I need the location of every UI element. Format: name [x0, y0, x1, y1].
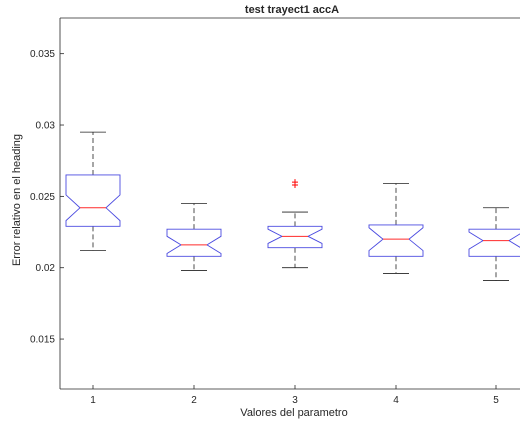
y-tick-label: 0.015 — [30, 335, 55, 346]
y-tick-label: 0.03 — [36, 121, 56, 132]
notched-box — [65, 174, 121, 227]
y-tick-label: 0.02 — [36, 263, 56, 274]
outlier-marker — [292, 179, 298, 186]
notched-box — [368, 224, 424, 257]
x-axis-label: Valores del parametro — [240, 407, 347, 419]
y-tick-label: 0.025 — [30, 192, 55, 203]
y-tick-label: 0.035 — [30, 49, 55, 60]
x-tick-label: 5 — [493, 395, 499, 406]
x-tick-label: 2 — [191, 395, 197, 406]
plot-area: 0.015 0.02 0.025 0.03 0.035 1 2 3 4 5 — [30, 17, 520, 406]
notched-box — [468, 228, 520, 257]
y-axis-label: Error relativo en el heading — [11, 134, 23, 266]
x-tick-label: 3 — [292, 395, 298, 406]
notched-box — [267, 225, 323, 249]
notched-box — [166, 228, 222, 257]
x-tick-label: 1 — [90, 395, 96, 406]
chart-title: test trayect1 accA — [245, 4, 339, 16]
x-tick-label: 4 — [393, 395, 399, 406]
